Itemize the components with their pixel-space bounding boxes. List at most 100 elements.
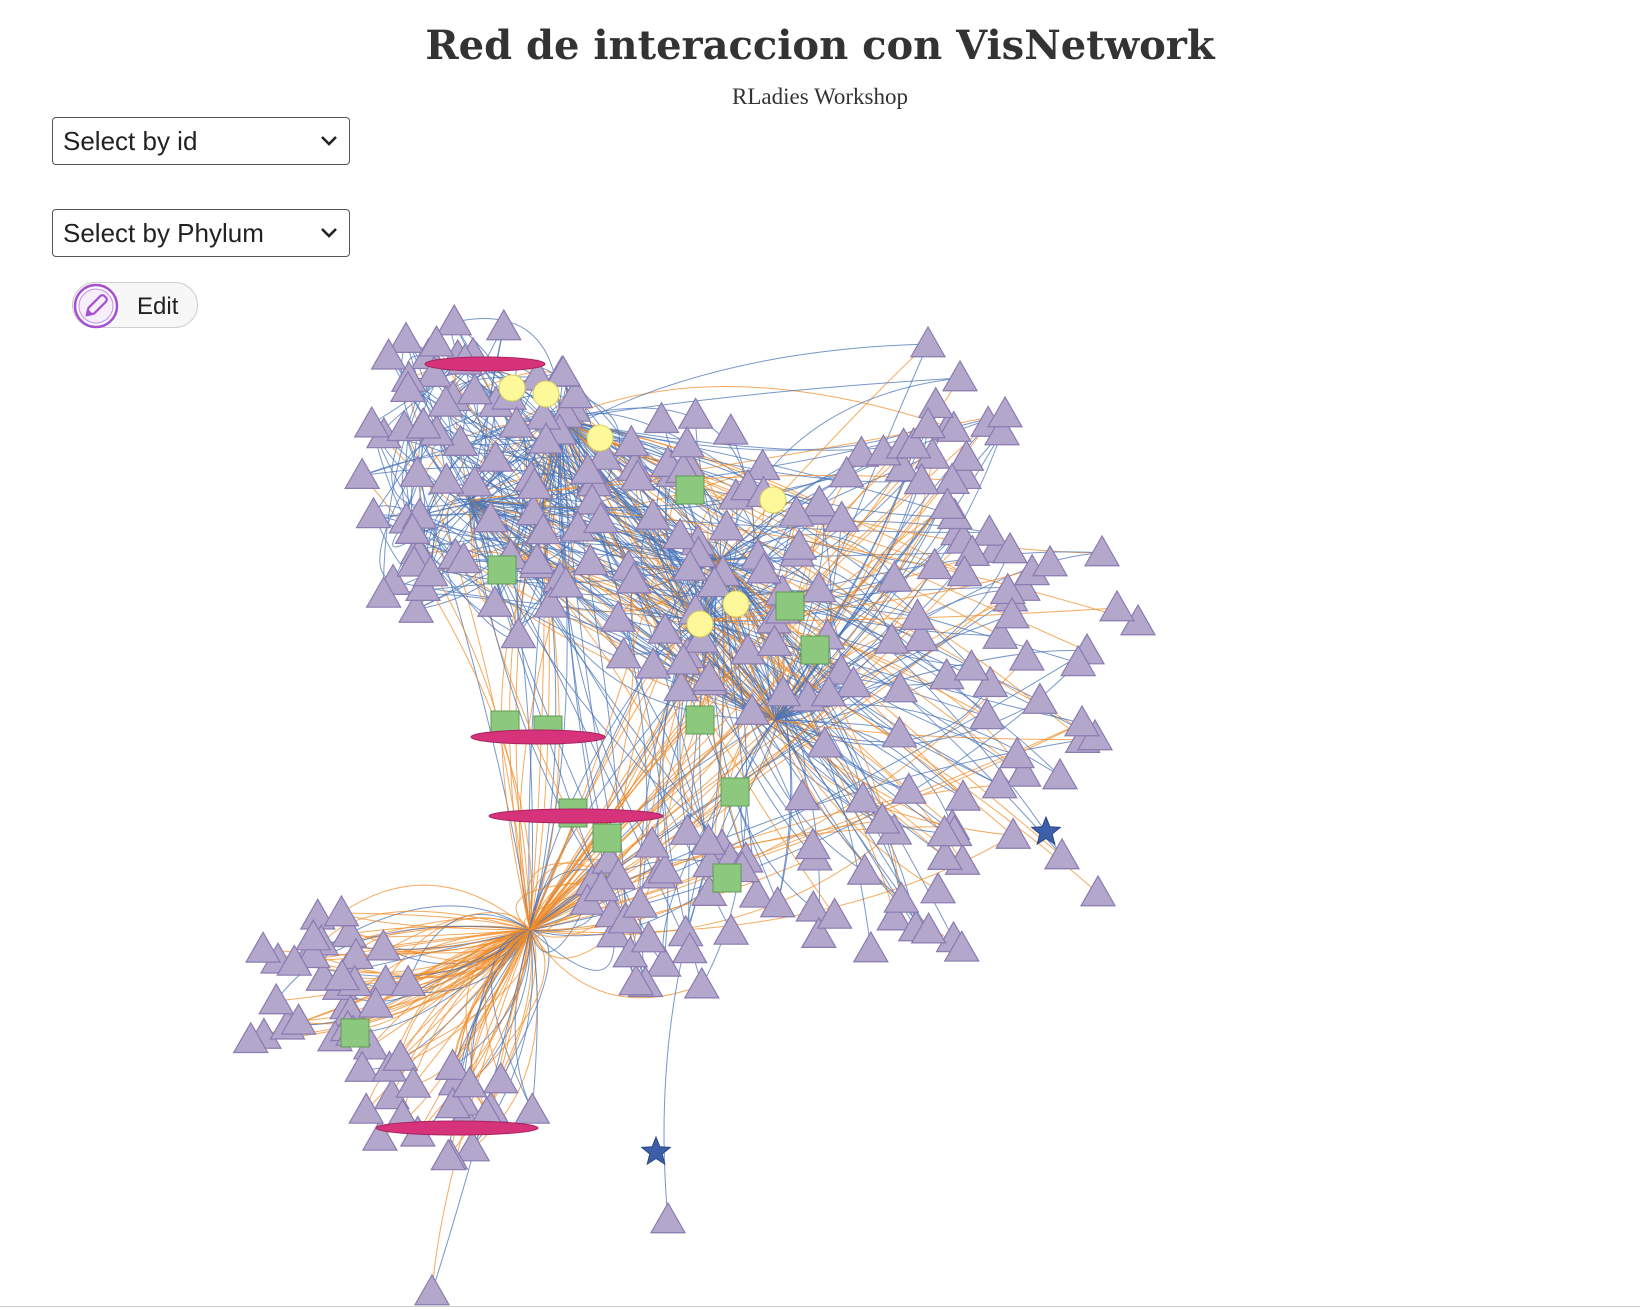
- network-node-triangle[interactable]: [1031, 544, 1069, 577]
- network-node-triangle[interactable]: [983, 413, 1020, 446]
- network-node-triangle[interactable]: [944, 779, 982, 811]
- network-node-triangle[interactable]: [816, 897, 853, 929]
- network-node-triangle[interactable]: [413, 1273, 451, 1306]
- network-node-square[interactable]: [712, 863, 742, 893]
- network-node-triangle[interactable]: [355, 496, 392, 529]
- network-node-triangle[interactable]: [382, 1039, 419, 1071]
- network-node-triangle[interactable]: [876, 560, 913, 592]
- network-node-triangle[interactable]: [708, 508, 745, 541]
- network-node-triangle[interactable]: [245, 931, 282, 963]
- network-node-triangle[interactable]: [498, 406, 535, 438]
- network-node-triangle[interactable]: [365, 928, 402, 961]
- network-node-circle[interactable]: [532, 380, 560, 408]
- network-node-triangle[interactable]: [430, 1138, 467, 1171]
- network-node-triangle[interactable]: [434, 1048, 471, 1080]
- network-node-triangle[interactable]: [532, 586, 569, 618]
- network-node-triangle[interactable]: [756, 624, 793, 657]
- select-by-phylum-dropdown[interactable]: Select by Phylum: [52, 209, 350, 257]
- network-node-triangle[interactable]: [445, 541, 482, 574]
- network-node-triangle[interactable]: [582, 501, 619, 534]
- network-node-triangle[interactable]: [671, 931, 708, 964]
- network-node-triangle[interactable]: [618, 963, 655, 996]
- network-node-square[interactable]: [340, 1018, 370, 1048]
- network-node-triangle[interactable]: [995, 817, 1032, 849]
- network-node-triangle[interactable]: [668, 425, 706, 458]
- network-node-triangle[interactable]: [389, 370, 426, 403]
- network-node-triangle[interactable]: [600, 857, 637, 890]
- network-node-square[interactable]: [592, 823, 622, 853]
- network-node-triangle[interactable]: [600, 600, 637, 632]
- network-node-triangle[interactable]: [713, 913, 750, 945]
- network-node-triangle[interactable]: [734, 693, 771, 725]
- network-node-triangle[interactable]: [882, 670, 919, 703]
- network-node-triangle[interactable]: [1005, 755, 1042, 787]
- network-node-triangle[interactable]: [276, 944, 313, 976]
- network-node-triangle[interactable]: [835, 665, 872, 698]
- network-node-triangle[interactable]: [895, 426, 932, 459]
- network-node-triangle[interactable]: [394, 512, 431, 544]
- network-node-ellipse[interactable]: [470, 729, 606, 745]
- network-node-circle[interactable]: [498, 374, 526, 402]
- network-node-triangle[interactable]: [454, 1129, 491, 1162]
- network-node-triangle[interactable]: [294, 936, 331, 969]
- network-node-ellipse[interactable]: [375, 1120, 539, 1136]
- network-node-triangle[interactable]: [586, 438, 623, 470]
- network-node-triangle[interactable]: [647, 612, 684, 644]
- network-node-triangle[interactable]: [258, 982, 295, 1015]
- network-node-triangle[interactable]: [981, 766, 1018, 799]
- network-node-triangle[interactable]: [690, 823, 727, 855]
- network-node-triangle[interactable]: [810, 674, 847, 707]
- network-node-triangle[interactable]: [605, 636, 642, 669]
- network-node-triangle[interactable]: [917, 386, 954, 419]
- network-node-triangle[interactable]: [781, 528, 818, 560]
- network-node-triangle[interactable]: [344, 457, 381, 489]
- network-node-triangle[interactable]: [370, 338, 407, 370]
- network-node-triangle[interactable]: [398, 591, 435, 623]
- network-node-triangle[interactable]: [645, 945, 682, 977]
- network-node-triangle[interactable]: [662, 517, 699, 550]
- network-node-square[interactable]: [685, 705, 715, 735]
- network-node-triangle[interactable]: [926, 814, 963, 847]
- network-node-triangle[interactable]: [991, 531, 1029, 564]
- network-node-triangle[interactable]: [323, 894, 360, 927]
- network-node-triangle[interactable]: [482, 1061, 519, 1094]
- network-node-triangle[interactable]: [881, 715, 918, 748]
- network-node-triangle[interactable]: [982, 617, 1019, 649]
- network-node-triangle[interactable]: [295, 918, 332, 951]
- network-node-triangle[interactable]: [416, 355, 453, 387]
- network-node-triangle[interactable]: [928, 657, 965, 690]
- network-node-triangle[interactable]: [926, 838, 963, 871]
- network-node-triangle[interactable]: [890, 772, 927, 804]
- network-node-triangle[interactable]: [353, 405, 390, 438]
- network-node-triangle[interactable]: [280, 1003, 317, 1035]
- network-node-star[interactable]: [640, 1135, 672, 1166]
- network-node-triangle[interactable]: [634, 498, 672, 530]
- network-node-triangle[interactable]: [765, 674, 802, 707]
- network-node-triangle[interactable]: [1079, 874, 1117, 907]
- network-node-circle[interactable]: [586, 424, 614, 452]
- network-node-triangle[interactable]: [387, 321, 425, 353]
- network-node-triangle[interactable]: [649, 1201, 687, 1234]
- network-node-triangle[interactable]: [691, 659, 728, 692]
- network-node-triangle[interactable]: [547, 565, 584, 598]
- network-node-circle[interactable]: [686, 610, 714, 638]
- network-node-triangle[interactable]: [943, 930, 980, 962]
- network-node-triangle[interactable]: [476, 585, 513, 617]
- network-node-triangle[interactable]: [619, 458, 656, 491]
- network-node-triangle[interactable]: [941, 359, 979, 392]
- network-node-triangle[interactable]: [972, 665, 1009, 698]
- network-node-triangle[interactable]: [1098, 589, 1136, 622]
- network-node-triangle[interactable]: [418, 324, 455, 357]
- network-node-triangle[interactable]: [910, 911, 947, 944]
- network-node-triangle[interactable]: [583, 869, 620, 902]
- network-node-triangle[interactable]: [989, 572, 1026, 605]
- network-node-triangle[interactable]: [677, 397, 714, 429]
- network-node-triangle[interactable]: [572, 543, 609, 576]
- network-node-triangle[interactable]: [367, 964, 404, 996]
- network-node-triangle[interactable]: [844, 780, 881, 813]
- network-node-triangle[interactable]: [948, 439, 985, 471]
- network-node-triangle[interactable]: [993, 596, 1031, 629]
- network-node-triangle[interactable]: [712, 413, 749, 445]
- network-node-triangle[interactable]: [395, 1066, 432, 1098]
